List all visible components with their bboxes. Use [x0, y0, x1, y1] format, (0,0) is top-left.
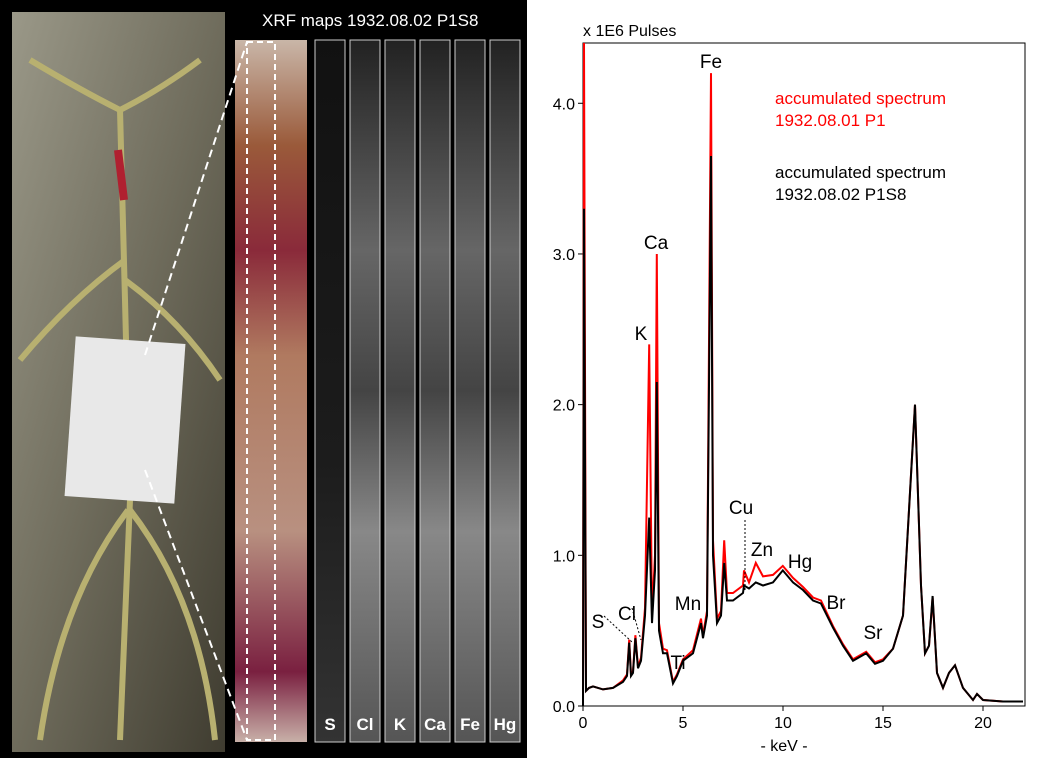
peak-label: Fe — [700, 52, 722, 73]
y-tick-label: 1.0 — [553, 548, 575, 565]
peak-label: Ti — [670, 653, 685, 674]
crop-box — [246, 41, 276, 741]
peak-label: Sr — [864, 623, 884, 644]
x-tick-label: 10 — [774, 715, 792, 732]
peak-label: K — [635, 324, 648, 345]
peak-label: Zn — [751, 540, 773, 561]
xrf-map — [384, 39, 416, 743]
y-tick-label: 4.0 — [553, 96, 575, 113]
map-label: K — [394, 715, 407, 734]
peak-label: Cl — [618, 604, 636, 625]
legend-entry: accumulated spectrum 1932.08.01 P1 — [775, 89, 947, 130]
peak-label: Br — [827, 593, 847, 614]
x-axis-label: - keV - — [760, 738, 807, 755]
xrf-map — [349, 39, 381, 743]
spectrum-line — [582, 155, 1023, 707]
legend-entry: accumulated spectrum 1932.08.02 P1S8 — [775, 163, 947, 204]
y-tick-label: 0.0 — [553, 699, 575, 716]
peak-label: S — [592, 612, 605, 633]
peak-label: Ca — [644, 233, 669, 254]
x-tick-label: 0 — [579, 715, 588, 732]
x-tick-label: 20 — [974, 715, 992, 732]
map-label: S — [324, 715, 335, 734]
y-tick-label: 3.0 — [553, 247, 575, 264]
map-label: Fe — [460, 715, 480, 734]
map-label: Hg — [494, 715, 517, 734]
card — [64, 336, 186, 504]
x-tick-label: 5 — [679, 715, 688, 732]
y-tick-label: 2.0 — [553, 398, 575, 415]
xrf-map — [314, 39, 346, 743]
y-axis-label: x 1E6 Pulses — [583, 23, 676, 40]
x-tick-label: 15 — [874, 715, 892, 732]
map-label: Ca — [424, 715, 446, 734]
peak-label: Cu — [729, 498, 753, 519]
map-label: Cl — [357, 715, 374, 734]
xrf-map — [489, 39, 521, 743]
leader-line — [631, 607, 642, 641]
photo-strip — [235, 40, 307, 742]
peak-label: Hg — [788, 552, 812, 573]
xrf-map — [454, 39, 486, 743]
zoom-lines — [144, 41, 248, 741]
peak-label: Mn — [675, 594, 701, 615]
xrf-map — [419, 39, 451, 743]
maps-title: XRF maps 1932.08.02 P1S8 — [262, 11, 478, 30]
spectrum-panel — [527, 0, 1043, 758]
